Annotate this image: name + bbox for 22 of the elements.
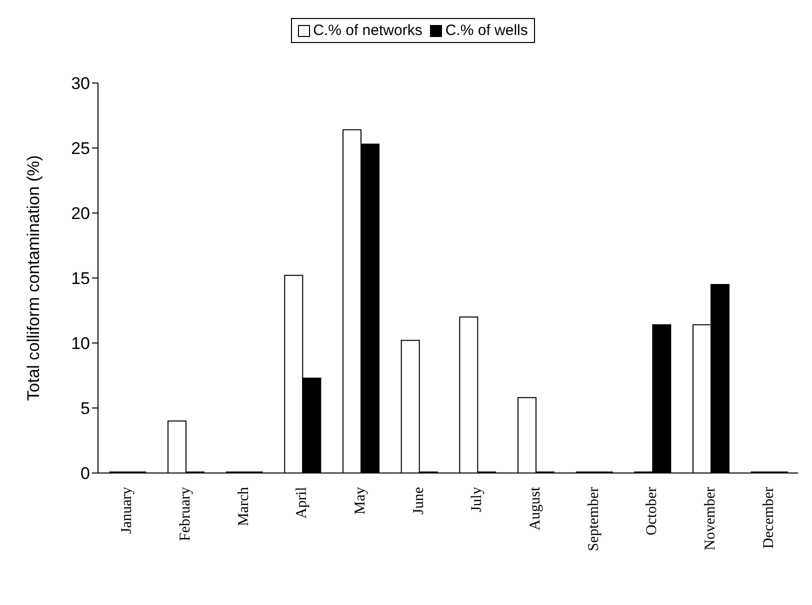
legend-label: C.% of networks <box>312 22 422 39</box>
x-tick-label: November <box>702 486 718 550</box>
y-tick-label: 5 <box>80 399 90 418</box>
x-tick-label: September <box>586 487 602 552</box>
y-tick-label: 0 <box>80 464 90 484</box>
x-tick-label: July <box>469 486 486 512</box>
x-tick-label: August <box>528 486 544 530</box>
y-tick-label: 10 <box>71 334 90 354</box>
legend-label: C.% of wells <box>444 22 528 39</box>
x-tick-label: April <box>294 487 310 519</box>
x-tick-label: October <box>644 486 660 536</box>
y-axis-title: Total colliform contamination (%) <box>24 155 44 401</box>
y-tick-label: 20 <box>71 204 90 224</box>
x-tick-label: June <box>410 486 427 514</box>
y-tick-label: 25 <box>71 139 90 158</box>
x-tick-label: May <box>352 486 368 514</box>
y-tick-label: 30 <box>71 74 90 94</box>
x-tick-label: January <box>119 486 136 534</box>
x-tick-label: March <box>236 486 252 526</box>
x-tick-label: December <box>760 487 777 549</box>
y-tick-label: 15 <box>71 269 90 288</box>
x-tick-label: February <box>178 486 194 542</box>
